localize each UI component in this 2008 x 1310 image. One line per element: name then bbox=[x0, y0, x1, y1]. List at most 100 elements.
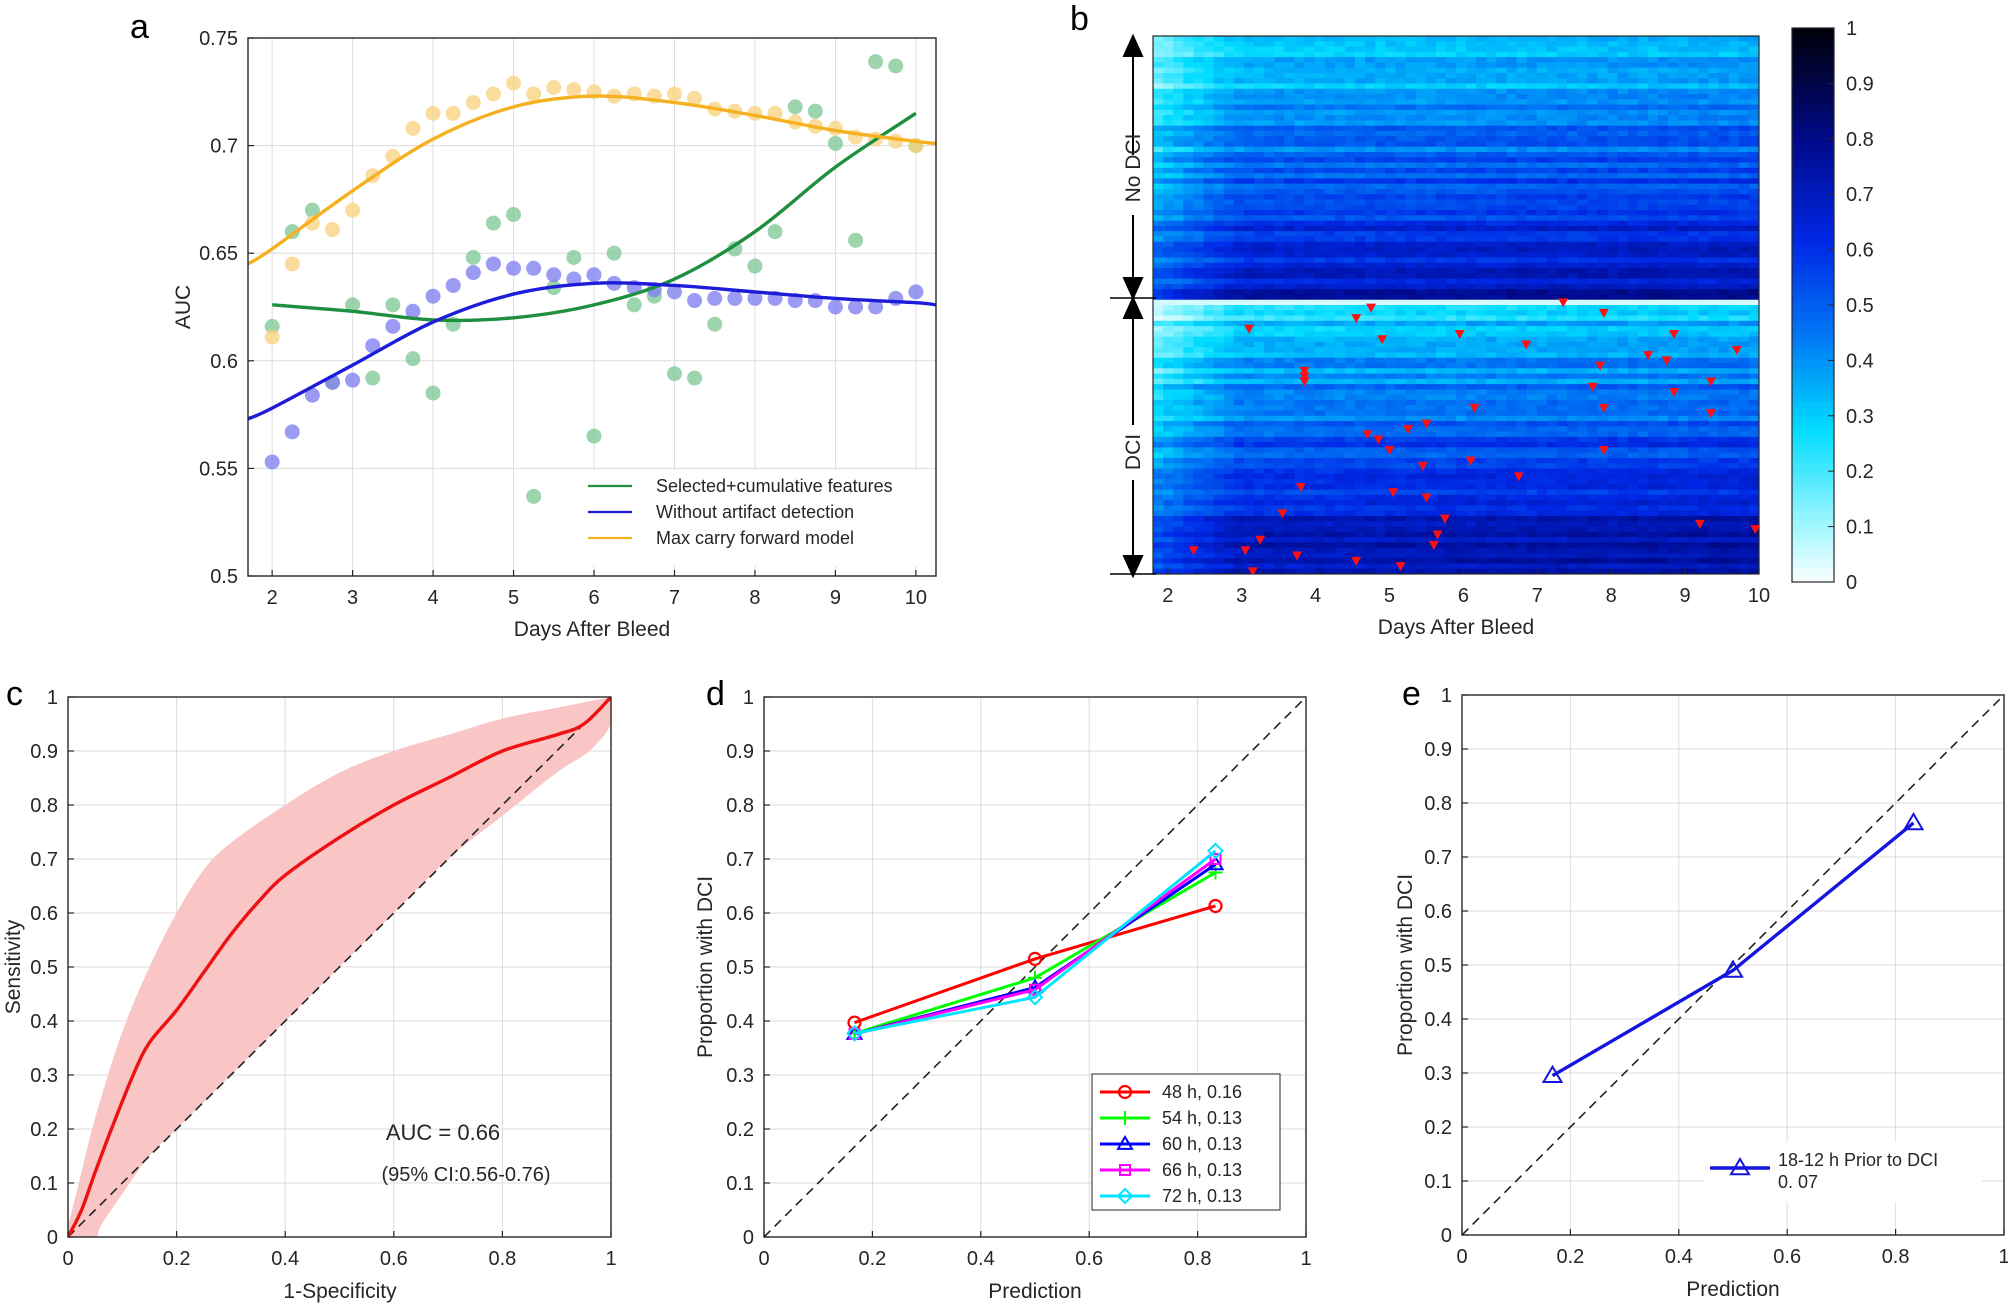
heatmap-cell bbox=[1527, 173, 1538, 179]
heatmap-cell bbox=[1193, 247, 1204, 253]
heatmap-cell bbox=[1456, 284, 1467, 290]
heatmap-cell bbox=[1749, 279, 1760, 285]
heatmap-cell bbox=[1355, 136, 1366, 142]
heatmap-cell bbox=[1608, 78, 1619, 84]
heatmap-cell bbox=[1608, 268, 1619, 274]
heatmap-cell bbox=[1406, 289, 1417, 295]
heatmap-cell bbox=[1577, 110, 1588, 116]
heatmap-cell bbox=[1294, 279, 1305, 285]
heatmap-cell bbox=[1628, 379, 1639, 385]
heatmap-cell bbox=[1244, 221, 1255, 227]
heatmap-cell bbox=[1274, 184, 1285, 190]
heatmap-cell bbox=[1153, 226, 1164, 232]
heatmap-cell bbox=[1436, 178, 1447, 184]
heatmap-cell bbox=[1719, 141, 1730, 147]
heatmap-cell bbox=[1496, 210, 1507, 216]
heatmap-cell bbox=[1597, 94, 1608, 100]
heatmap-cell bbox=[1729, 310, 1740, 316]
heatmap-cell bbox=[1345, 432, 1356, 438]
heatmap-cell bbox=[1315, 432, 1326, 438]
heatmap-cell bbox=[1244, 268, 1255, 274]
heatmap-cell bbox=[1486, 136, 1497, 142]
heatmap-cell bbox=[1193, 405, 1204, 411]
heatmap-cell bbox=[1749, 368, 1760, 374]
heatmap-cell bbox=[1466, 273, 1477, 279]
heatmap-cell bbox=[1698, 426, 1709, 432]
heatmap-cell bbox=[1274, 384, 1285, 390]
heatmap-cell bbox=[1476, 426, 1487, 432]
heatmap-cell bbox=[1567, 57, 1578, 63]
heatmap-cell bbox=[1204, 226, 1215, 232]
heatmap-cell bbox=[1658, 194, 1669, 200]
data-point bbox=[486, 86, 501, 101]
heatmap-cell bbox=[1254, 410, 1265, 416]
heatmap-cell bbox=[1517, 294, 1528, 300]
heatmap-cell bbox=[1577, 268, 1588, 274]
heatmap-cell bbox=[1244, 163, 1255, 169]
heatmap-cell bbox=[1436, 263, 1447, 269]
heatmap-cell bbox=[1496, 178, 1507, 184]
heatmap-cell bbox=[1264, 205, 1275, 211]
heatmap-cell bbox=[1557, 226, 1568, 232]
heatmap-cell bbox=[1305, 83, 1316, 89]
heatmap-cell bbox=[1355, 331, 1366, 337]
heatmap-cell bbox=[1234, 178, 1245, 184]
heatmap-cell bbox=[1416, 78, 1427, 84]
heatmap-cell bbox=[1527, 231, 1538, 237]
heatmap-cell bbox=[1224, 157, 1235, 163]
heatmap-cell bbox=[1537, 453, 1548, 459]
heatmap-cell bbox=[1668, 379, 1679, 385]
heatmap-cell bbox=[1254, 347, 1265, 353]
heatmap-cell bbox=[1193, 321, 1204, 327]
heatmap-cell bbox=[1153, 416, 1164, 422]
heatmap-cell bbox=[1668, 152, 1679, 158]
heatmap-cell bbox=[1628, 300, 1639, 306]
heatmap-cell bbox=[1618, 321, 1629, 327]
heatmap-cell bbox=[1395, 458, 1406, 464]
heatmap-cell bbox=[1638, 115, 1649, 121]
heatmap-cell bbox=[1294, 294, 1305, 300]
heatmap-cell bbox=[1406, 163, 1417, 169]
heatmap-cell bbox=[1557, 400, 1568, 406]
data-point bbox=[888, 291, 903, 306]
heatmap-cell bbox=[1264, 194, 1275, 200]
heatmap-cell bbox=[1658, 284, 1669, 290]
heatmap-cell bbox=[1294, 120, 1305, 126]
heatmap-cell bbox=[1628, 221, 1639, 227]
heatmap-cell bbox=[1527, 405, 1538, 411]
heatmap-cell bbox=[1466, 310, 1477, 316]
heatmap-cell bbox=[1173, 258, 1184, 264]
heatmap-cell bbox=[1608, 62, 1619, 68]
heatmap-cell bbox=[1234, 426, 1245, 432]
heatmap-cell bbox=[1264, 210, 1275, 216]
heatmap-cell bbox=[1284, 447, 1295, 453]
heatmap-cell bbox=[1153, 421, 1164, 427]
heatmap-cell bbox=[1254, 221, 1265, 227]
heatmap-cell bbox=[1476, 447, 1487, 453]
heatmap-cell bbox=[1688, 62, 1699, 68]
heatmap-cell bbox=[1204, 426, 1215, 432]
heatmap-cell bbox=[1729, 305, 1740, 311]
heatmap-cell bbox=[1244, 41, 1255, 47]
heatmap-cell bbox=[1567, 115, 1578, 121]
heatmap-cell bbox=[1749, 141, 1760, 147]
heatmap-cell bbox=[1254, 205, 1265, 211]
heatmap-cell bbox=[1163, 231, 1174, 237]
heatmap-cell bbox=[1406, 437, 1417, 443]
heatmap-cell bbox=[1153, 194, 1164, 200]
heatmap-cell bbox=[1537, 426, 1548, 432]
heatmap-cell bbox=[1729, 152, 1740, 158]
heatmap-cell bbox=[1193, 421, 1204, 427]
heatmap-cell bbox=[1517, 147, 1528, 153]
heatmap-cell bbox=[1355, 252, 1366, 258]
heatmap-cell bbox=[1507, 379, 1518, 385]
heatmap-cell bbox=[1709, 157, 1720, 163]
heatmap-cell bbox=[1163, 200, 1174, 206]
heatmap-cell bbox=[1577, 120, 1588, 126]
heatmap-cell bbox=[1416, 141, 1427, 147]
heatmap-cell bbox=[1395, 310, 1406, 316]
heatmap-cell bbox=[1628, 453, 1639, 459]
heatmap-cell bbox=[1426, 120, 1437, 126]
heatmap-cell bbox=[1224, 120, 1235, 126]
heatmap-cell bbox=[1264, 157, 1275, 163]
